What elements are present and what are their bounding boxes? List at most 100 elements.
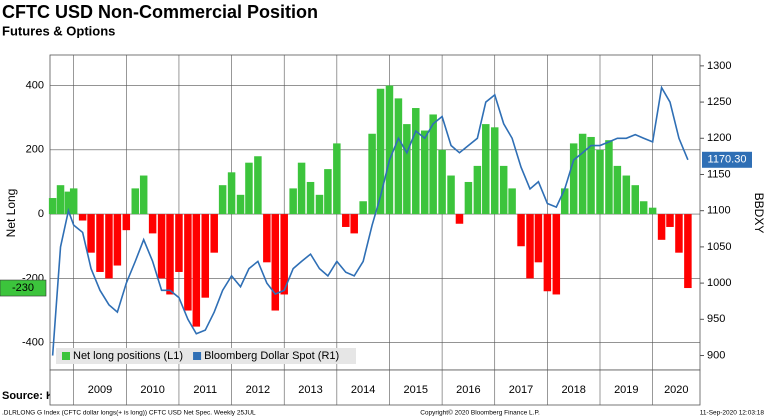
bar	[210, 214, 218, 253]
bar	[78, 214, 87, 221]
bar	[587, 136, 595, 215]
bar	[48, 198, 57, 215]
bar	[517, 214, 525, 247]
bar	[499, 165, 508, 215]
bar	[543, 214, 552, 292]
bar	[412, 108, 420, 215]
y2-tick-label: 1200	[707, 132, 731, 144]
bar	[175, 214, 183, 272]
y-tick-label: 400	[26, 79, 44, 91]
bar	[631, 185, 640, 215]
bar	[69, 188, 78, 215]
bar	[306, 181, 315, 215]
bar	[368, 133, 376, 215]
bar	[455, 214, 464, 224]
y-tick-label: -400	[22, 337, 44, 349]
bar	[613, 165, 622, 215]
chart-subtitle: Futures & Options	[2, 23, 115, 38]
bar	[342, 214, 350, 227]
footer-center: Copyright© 2020 Bloomberg Finance L.P.	[420, 409, 540, 417]
bar	[122, 214, 131, 231]
bar	[87, 214, 95, 253]
bar	[464, 181, 473, 215]
line	[51, 85, 689, 356]
bar	[315, 194, 324, 215]
bar	[403, 124, 411, 215]
x-tick-label: 2019	[614, 384, 638, 396]
x-tick-label: 2014	[351, 384, 375, 396]
bar	[105, 214, 113, 279]
bar	[139, 175, 148, 215]
y2-tick-label: 1100	[707, 205, 731, 217]
bar	[254, 156, 262, 215]
legend-box	[56, 348, 356, 364]
y2-tick-label: 900	[707, 349, 725, 361]
bar	[622, 175, 631, 215]
bar	[359, 201, 367, 215]
chart-title: CFTC USD Non-Commercial Position	[2, 2, 318, 22]
bar	[184, 214, 192, 311]
bar	[447, 175, 455, 215]
bar	[385, 85, 394, 215]
x-tick-label: 2020	[664, 384, 688, 396]
y2-tick-label: 1250	[707, 96, 731, 108]
bar	[578, 133, 587, 215]
y2-tick-label: 950	[707, 313, 725, 325]
footer-left: .DLRLONG G Index (CFTC dollar longs(+ is…	[2, 410, 256, 417]
footer-right: 11-Sep-2020 12:03:18	[700, 410, 765, 417]
bar	[96, 214, 104, 272]
bar	[297, 162, 306, 215]
bar	[376, 88, 385, 215]
y-tick-label: 0	[38, 208, 44, 220]
bar	[438, 149, 446, 215]
bar	[245, 162, 253, 215]
x-tick-label: 2010	[140, 384, 164, 396]
legend-label: Bloomberg Dollar Spot (R1)	[204, 350, 339, 362]
bar	[166, 214, 174, 295]
bar	[526, 214, 534, 279]
bar	[157, 214, 166, 279]
bar	[639, 201, 648, 215]
bar	[148, 214, 157, 234]
y2-tick-label: 1050	[707, 241, 731, 253]
bar	[552, 214, 561, 295]
bar	[64, 191, 73, 215]
legend-swatch	[62, 352, 70, 360]
bar	[508, 188, 516, 215]
bar	[605, 140, 613, 215]
bar	[666, 214, 674, 227]
bar	[490, 127, 499, 215]
y2-tick-label: 1300	[707, 60, 731, 72]
x-tick-label: 2016	[456, 384, 480, 396]
bar	[429, 114, 437, 215]
x-axis-band	[49, 369, 701, 406]
bar	[263, 214, 271, 263]
bar	[324, 169, 332, 215]
x-tick-label: 2012	[246, 384, 270, 396]
bar	[350, 214, 358, 234]
last-value-tag	[0, 279, 47, 297]
bar	[675, 214, 683, 253]
bar	[271, 214, 280, 311]
bar	[482, 124, 490, 215]
bar	[648, 207, 657, 215]
y-tick-label: 200	[26, 144, 44, 156]
last-value-tag	[702, 151, 752, 168]
bar	[394, 98, 403, 215]
bar	[333, 143, 341, 215]
bar	[218, 185, 227, 215]
legend-swatch	[193, 352, 202, 360]
x-tick-label: 2017	[509, 384, 533, 396]
last-value-label: 1170.30	[708, 154, 747, 166]
bar	[534, 214, 543, 263]
bar	[227, 172, 236, 215]
bar	[657, 214, 666, 240]
bar	[201, 214, 210, 298]
bar	[596, 149, 604, 215]
bar	[420, 130, 429, 215]
y-axis-label: Net Long	[4, 189, 18, 238]
bar	[280, 214, 288, 295]
bar	[236, 194, 245, 215]
y2-axis-label: BBDXY	[752, 193, 766, 234]
